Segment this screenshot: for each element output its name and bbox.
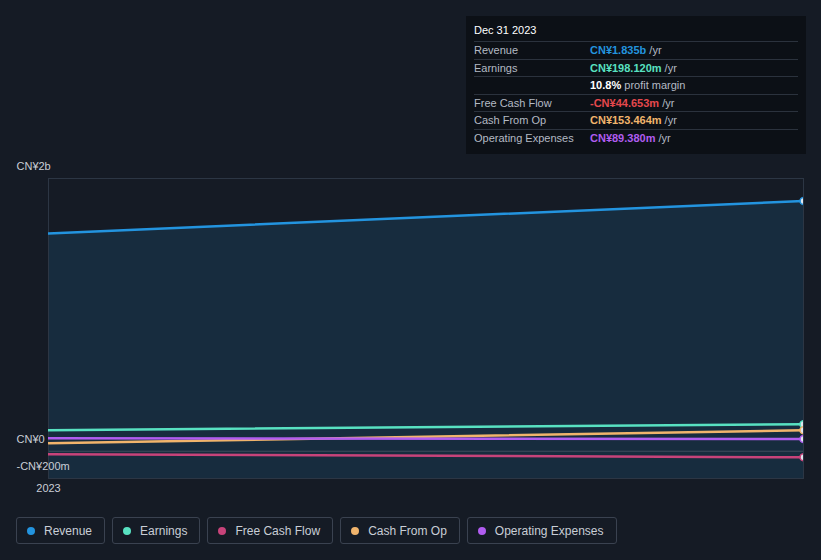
html-text:Cash From Op: Cash From Op [368, 523, 447, 538]
html-text:CN¥89.380m /yr: CN¥89.380m /yr [590, 131, 671, 144]
html-text:Earnings: Earnings [474, 61, 518, 74]
html-text:CN¥153.464m /yr: CN¥153.464m /yr [590, 114, 677, 126]
html-text:CN¥1.835b /yr: CN¥1.835b /yr [590, 44, 662, 56]
html-text:10.8% profit margin: 10.8% profit margin [590, 79, 686, 91]
html-text:Revenue: Revenue [474, 44, 518, 56]
html-text:Free Cash Flow: Free Cash Flow [474, 96, 552, 109]
html-text:CN¥198.120m /yr: CN¥198.120m /yr [590, 61, 677, 74]
svg-text:-CN¥200m: -CN¥200m [17, 460, 70, 472]
html-text:Earnings: Earnings [140, 523, 188, 538]
svg-text:2023: 2023 [36, 482, 60, 494]
svg-text:CN¥0: CN¥0 [17, 433, 45, 445]
html-text:Operating Expenses: Operating Expenses [494, 523, 604, 538]
html-text:Operating Expenses: Operating Expenses [474, 131, 574, 144]
html-text:Dec 31 2023: Dec 31 2023 [474, 24, 537, 36]
html-text:Free Cash Flow: Free Cash Flow [235, 523, 321, 538]
html-text:Cash From Op: Cash From Op [474, 114, 547, 126]
html-text:-CN¥44.653m /yr: -CN¥44.653m /yr [590, 96, 675, 109]
svg-text:CN¥2b: CN¥2b [17, 160, 51, 172]
html-text:Revenue: Revenue [44, 523, 92, 538]
